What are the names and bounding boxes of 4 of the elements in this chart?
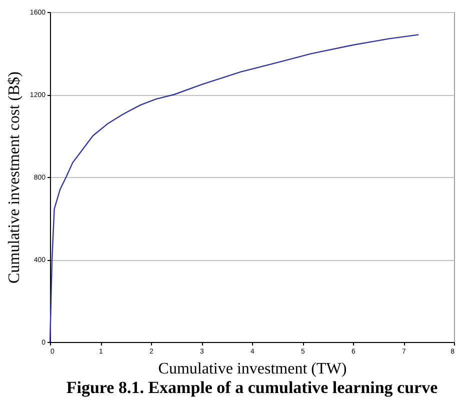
x-axis-title: Cumulative investment (TW) <box>158 360 347 378</box>
text: Figure 8.1. Example of a cumulative learning curve <box>66 378 438 397</box>
line-series <box>49 34 420 343</box>
y-axis-title: Cumulative investment cost (B$) <box>6 72 23 284</box>
